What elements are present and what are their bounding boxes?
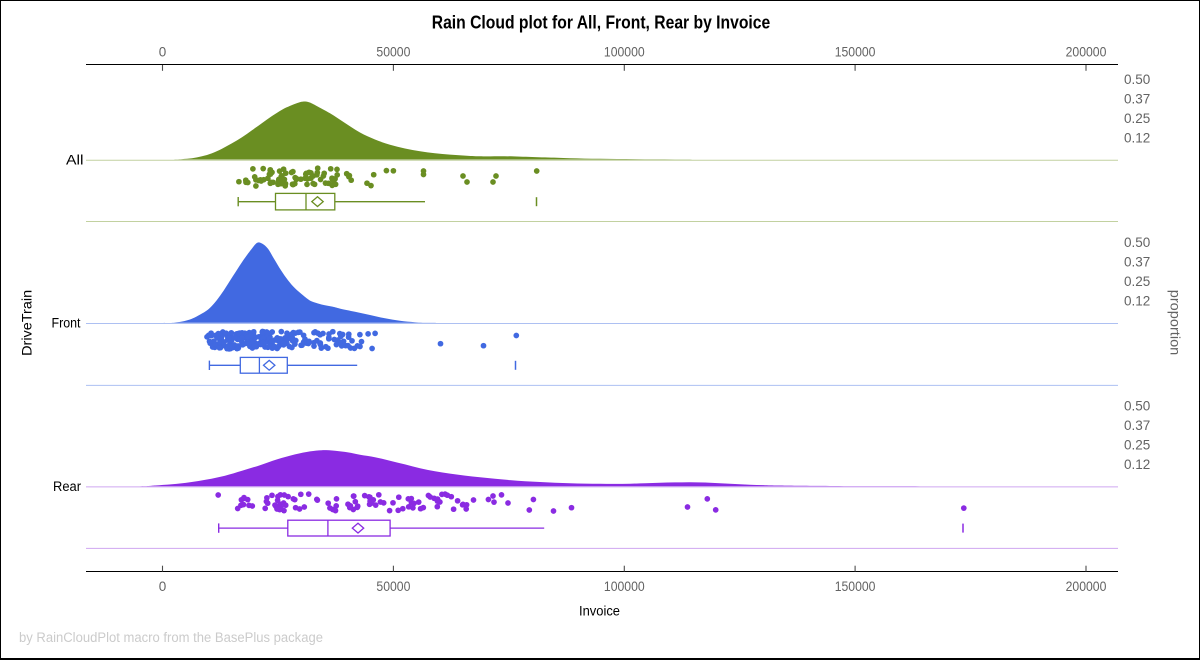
svg-text:Front: Front: [52, 316, 81, 331]
svg-text:100000: 100000: [604, 44, 645, 59]
svg-text:DriveTrain: DriveTrain: [19, 290, 35, 356]
svg-text:0: 0: [159, 44, 167, 59]
svg-text:0.50: 0.50: [1124, 399, 1150, 414]
svg-text:50000: 50000: [376, 579, 410, 594]
svg-text:200000: 200000: [1066, 579, 1107, 594]
svg-text:0.12: 0.12: [1124, 130, 1150, 145]
svg-text:0: 0: [159, 579, 167, 594]
svg-text:Rear: Rear: [53, 479, 81, 494]
svg-text:50000: 50000: [376, 44, 410, 59]
svg-text:0.50: 0.50: [1124, 235, 1150, 250]
svg-text:0.37: 0.37: [1124, 418, 1150, 433]
svg-text:0.25: 0.25: [1124, 438, 1150, 453]
svg-text:All: All: [66, 152, 84, 167]
svg-text:Invoice: Invoice: [579, 602, 620, 618]
svg-text:by RainCloudPlot macro from th: by RainCloudPlot macro from the BasePlus…: [19, 630, 323, 645]
svg-text:Rain Cloud plot for All, Front: Rain Cloud plot for All, Front, Rear by …: [432, 12, 771, 32]
svg-text:0.25: 0.25: [1124, 274, 1150, 289]
svg-text:0.50: 0.50: [1124, 72, 1150, 87]
svg-text:0.25: 0.25: [1124, 111, 1150, 126]
svg-text:150000: 150000: [835, 579, 876, 594]
svg-text:0.37: 0.37: [1124, 255, 1150, 270]
svg-text:proportion: proportion: [1168, 290, 1183, 356]
svg-text:0.12: 0.12: [1124, 457, 1150, 472]
svg-text:150000: 150000: [835, 44, 876, 59]
svg-text:0.37: 0.37: [1124, 91, 1150, 106]
svg-text:0.12: 0.12: [1124, 294, 1150, 309]
svg-text:100000: 100000: [604, 579, 645, 594]
svg-text:200000: 200000: [1066, 44, 1107, 59]
